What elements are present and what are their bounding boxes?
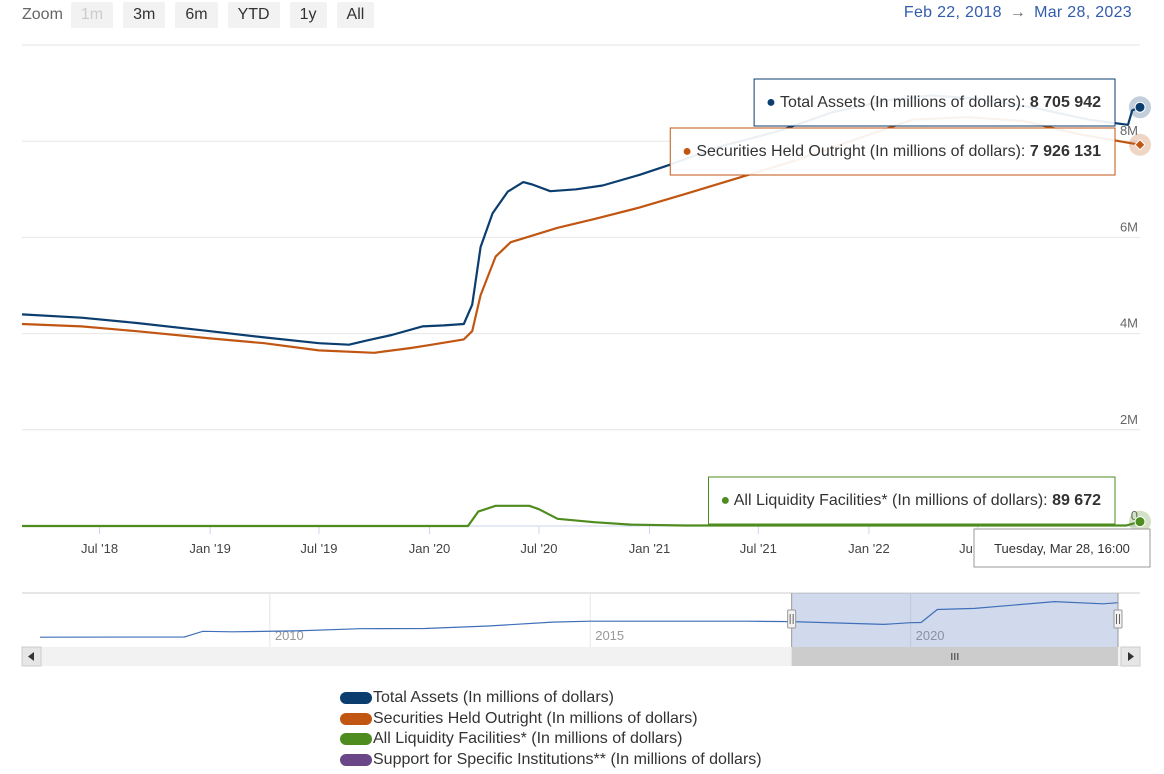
legend-label: Support for Specific Institutions** (In … <box>373 750 762 768</box>
legend-item-liquidity[interactable]: All Liquidity Facilities* (In millions o… <box>340 729 762 750</box>
series-line-securities-held-outright <box>21 116 1141 354</box>
tooltip-value: 89 672 <box>1052 492 1101 509</box>
x-tick-label: Jul '19 <box>300 541 337 556</box>
navigator-tick-label: 2015 <box>595 628 624 643</box>
zoom-label: Zoom <box>22 6 63 23</box>
zoom-1y-button[interactable]: 1y <box>289 2 327 28</box>
chevron-left-icon <box>28 652 34 661</box>
x-tick-label: Jul '20 <box>520 541 557 556</box>
legend-item-specific-institutions[interactable]: Support for Specific Institutions** (In … <box>340 750 762 771</box>
legend-label: Total Assets (In millions of dollars) <box>373 689 614 707</box>
range-from-input[interactable]: Feb 22, 2018 <box>903 4 1002 21</box>
tooltip-series-name: All Liquidity Facilities* (In millions o… <box>734 492 1052 509</box>
legend-swatch <box>340 753 372 766</box>
crosshair-date-text: Tuesday, Mar 28, 16:00 <box>994 541 1130 556</box>
tooltip-box <box>753 78 1116 127</box>
legend: Total Assets (In millions of dollars) Se… <box>340 688 762 770</box>
tooltip-text: ● Total Assets (In millions of dollars):… <box>766 94 1101 111</box>
x-tick-label: Jan '22 <box>848 541 890 556</box>
zoom-6m-button[interactable]: 6m <box>175 2 218 28</box>
zoom-1m-button[interactable]: 1m <box>70 2 114 28</box>
tooltip-box <box>669 127 1116 176</box>
tooltip-text: ● All Liquidity Facilities* (In millions… <box>721 492 1102 509</box>
chevron-right-icon <box>1128 652 1134 661</box>
x-tick-label: Jul '18 <box>81 541 118 556</box>
y-tick-label: 4M <box>1120 316 1138 331</box>
range-arrow: → <box>1009 4 1027 21</box>
legend-swatch <box>340 733 372 746</box>
navigator-right-handle[interactable] <box>1113 609 1123 629</box>
zoom-bar: Zoom 1m 3m 6m YTD 1y All <box>22 2 384 28</box>
y-tick-label: 6M <box>1120 219 1138 234</box>
x-tick-label: Jul '21 <box>740 541 777 556</box>
series-line-all-liquidity-facilities <box>22 504 1141 528</box>
tooltip-total-assets: ● Total Assets (In millions of dollars):… <box>753 78 1116 127</box>
hover-marker-securities-held-outright <box>1134 139 1146 151</box>
x-tick-label: Jan '21 <box>629 541 671 556</box>
navigator-left-handle[interactable] <box>787 609 797 629</box>
tooltip-box <box>708 476 1116 525</box>
legend-swatch <box>340 712 372 725</box>
tooltip-dot: ● <box>721 492 734 509</box>
tooltip-securities-held-outright: ● Securities Held Outright (In millions … <box>669 127 1116 176</box>
tooltip-all-liquidity-facilities: ● All Liquidity Facilities* (In millions… <box>708 476 1116 525</box>
navigator-tick-label: 2010 <box>275 628 304 643</box>
crosshair-date-label: Tuesday, Mar 28, 16:00 <box>973 528 1151 568</box>
tooltip-value: 7 926 131 <box>1030 143 1101 160</box>
hover-marker-all-liquidity-facilities <box>1134 516 1146 528</box>
zoom-all-button[interactable]: All <box>336 2 375 28</box>
x-tick-label: Jan '20 <box>409 541 451 556</box>
legend-label: All Liquidity Facilities* (In millions o… <box>373 730 683 748</box>
crosshair-date-box <box>973 528 1151 568</box>
zoom-3m-button[interactable]: 3m <box>123 2 166 28</box>
navigator-tick-label: 2020 <box>916 628 945 643</box>
hover-marker-total-assets <box>1134 101 1146 113</box>
tooltip-series-name: Total Assets (In millions of dollars): <box>780 94 1030 111</box>
tooltip-value: 8 705 942 <box>1030 94 1101 111</box>
navigator-series-line <box>39 600 1119 638</box>
zoom-ytd-button[interactable]: YTD <box>227 2 280 28</box>
legend-label: Securities Held Outright (In millions of… <box>373 709 698 727</box>
tooltip-dot: ● <box>682 143 696 160</box>
legend-item-total-assets[interactable]: Total Assets (In millions of dollars) <box>340 688 762 709</box>
date-range: Feb 22, 2018 → Mar 28, 2023 <box>904 4 1132 22</box>
y-tick-label: 8M <box>1120 123 1138 138</box>
tooltip-text: ● Securities Held Outright (In millions … <box>682 143 1101 160</box>
x-tick-label: Jan '19 <box>189 541 231 556</box>
legend-swatch <box>340 692 372 705</box>
range-to-input[interactable]: Mar 28, 2023 <box>1034 4 1132 21</box>
y-tick-label: 0 <box>1131 508 1138 523</box>
legend-item-securities[interactable]: Securities Held Outright (In millions of… <box>340 709 762 730</box>
y-tick-label: 2M <box>1120 412 1138 427</box>
tooltip-dot: ● <box>766 94 780 111</box>
tooltip-series-name: Securities Held Outright (In millions of… <box>696 143 1029 160</box>
navigator-selection <box>791 593 1118 647</box>
